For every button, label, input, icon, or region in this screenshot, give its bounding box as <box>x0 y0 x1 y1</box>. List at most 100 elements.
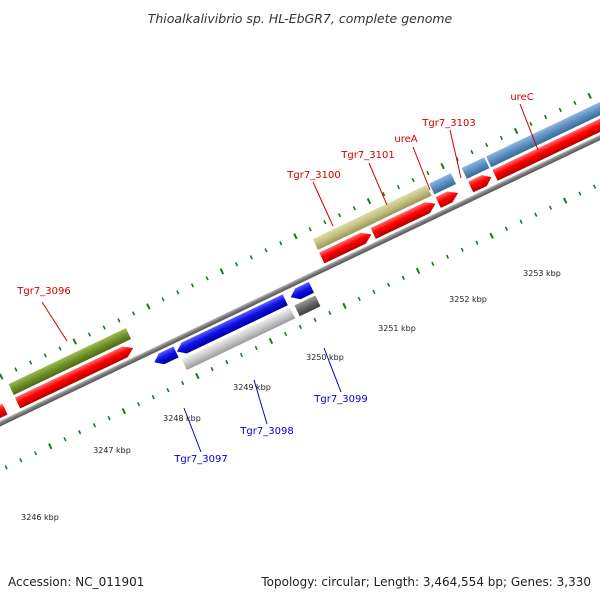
minor-tick <box>534 212 538 217</box>
minor-tick <box>284 331 288 337</box>
genome-track <box>0 90 600 470</box>
gene-tgr7-3099[interactable] <box>294 295 321 317</box>
cds-tgr7-3096[interactable] <box>15 343 136 409</box>
minor-tick <box>372 289 376 295</box>
minor-tick <box>166 387 170 393</box>
cds-tgr7-3101[interactable] <box>370 198 438 239</box>
major-tick <box>72 338 77 345</box>
minor-tick <box>29 360 33 365</box>
minor-tick <box>117 318 121 323</box>
gene-tgr7-3096[interactable] <box>8 328 132 395</box>
gene-label-tgr7-3099[interactable]: Tgr7_3099 <box>313 394 367 405</box>
kbp-label-3252: 3252 kbp <box>449 295 487 304</box>
topology-text: Topology: circular; Length: 3,464,554 bp… <box>260 575 591 589</box>
minor-tick <box>132 311 136 316</box>
kbp-label-3253: 3253 kbp <box>523 269 561 278</box>
major-tick <box>0 373 4 380</box>
minor-tick <box>136 401 141 407</box>
minor-tick <box>593 184 597 189</box>
kbp-label-3251: 3251 kbp <box>378 324 416 333</box>
minor-tick <box>210 366 214 372</box>
major-tick <box>195 372 200 380</box>
minor-tick <box>475 240 479 245</box>
map-title: Thioalkalivibrio sp. HL-EbGR7, complete … <box>148 11 453 26</box>
minor-tick <box>279 241 283 246</box>
minor-tick <box>63 437 67 442</box>
gene-label-tgr7-3096[interactable]: Tgr7_3096 <box>16 286 70 297</box>
outer-tick-row <box>0 92 592 380</box>
gene-urea[interactable] <box>429 173 457 195</box>
gene-tgr7-3103[interactable] <box>461 157 490 179</box>
minor-tick <box>308 227 312 232</box>
minor-tick <box>239 352 244 358</box>
minor-tick <box>328 310 332 316</box>
minor-tick <box>504 226 508 231</box>
minor-tick <box>337 213 342 218</box>
gene-label-tgr7-3103[interactable]: Tgr7_3103 <box>421 118 475 129</box>
major-tick <box>268 337 274 345</box>
minor-tick <box>352 206 356 211</box>
major-tick <box>489 232 494 239</box>
minor-tick <box>382 191 386 197</box>
minor-tick <box>43 353 47 358</box>
gene-label-tgr7-3097[interactable]: Tgr7_3097 <box>173 454 227 465</box>
gene-label-tgr7-3098[interactable]: Tgr7_3098 <box>239 426 293 437</box>
major-tick <box>440 162 445 170</box>
cds-tgr7-3100[interactable] <box>319 229 374 264</box>
minor-tick <box>411 177 415 183</box>
minor-tick <box>181 380 185 386</box>
minor-tick <box>578 191 582 196</box>
major-tick <box>342 302 347 310</box>
gene-urec[interactable] <box>486 90 600 168</box>
minor-tick <box>470 149 474 155</box>
minor-tick <box>460 247 464 252</box>
kbp-label-3250: 3250 kbp <box>306 353 344 362</box>
minor-tick <box>249 255 253 260</box>
inner-tick-row <box>4 184 597 470</box>
cds-tgr7-3103[interactable] <box>468 172 494 193</box>
gene-label-tgr7-3100[interactable]: Tgr7_3100 <box>286 170 340 181</box>
gene-tgr7-3100[interactable] <box>312 184 432 250</box>
major-tick <box>219 268 225 275</box>
minor-tick <box>519 219 523 224</box>
kbp-label-3249: 3249 kbp <box>233 383 271 392</box>
minor-tick <box>548 205 553 210</box>
minor-tick <box>558 107 562 113</box>
major-tick <box>563 197 568 204</box>
minor-tick <box>543 114 548 120</box>
cds-tgr7-3099[interactable] <box>288 281 314 303</box>
minor-tick <box>33 451 38 456</box>
gene-label-tgr7-3101[interactable]: Tgr7_3101 <box>340 150 394 161</box>
minor-tick <box>87 332 92 337</box>
minor-tick <box>499 135 503 141</box>
minor-tick <box>151 394 155 400</box>
gene-tgr7-3098[interactable] <box>181 307 296 371</box>
minor-tick <box>445 254 450 259</box>
reverse-leaders <box>183 347 342 453</box>
gene-label-urea[interactable]: ureA <box>394 134 417 145</box>
major-tick <box>146 303 151 310</box>
minor-tick <box>426 170 430 176</box>
cds-tgr7-3098[interactable] <box>174 294 288 356</box>
minor-tick <box>264 248 268 253</box>
cds-tgr7-3097[interactable] <box>152 346 179 368</box>
minor-tick <box>176 290 180 295</box>
minor-tick <box>431 261 435 266</box>
minor-tick <box>357 296 361 302</box>
major-tick <box>513 127 519 135</box>
minor-tick <box>225 359 229 365</box>
minor-tick <box>78 430 82 435</box>
cds-urea[interactable] <box>435 188 461 208</box>
minor-tick <box>313 317 317 323</box>
minor-tick <box>205 276 209 281</box>
minor-tick <box>4 465 8 470</box>
accession-text: Accession: NC_011901 <box>8 575 144 589</box>
minor-tick <box>298 324 302 330</box>
kbp-label-3246: 3246 kbp <box>21 513 59 522</box>
minor-tick <box>254 345 258 351</box>
minor-tick <box>58 346 62 351</box>
minor-tick <box>529 121 533 127</box>
major-tick <box>293 233 298 240</box>
gene-label-urec[interactable]: ureC <box>510 92 533 103</box>
